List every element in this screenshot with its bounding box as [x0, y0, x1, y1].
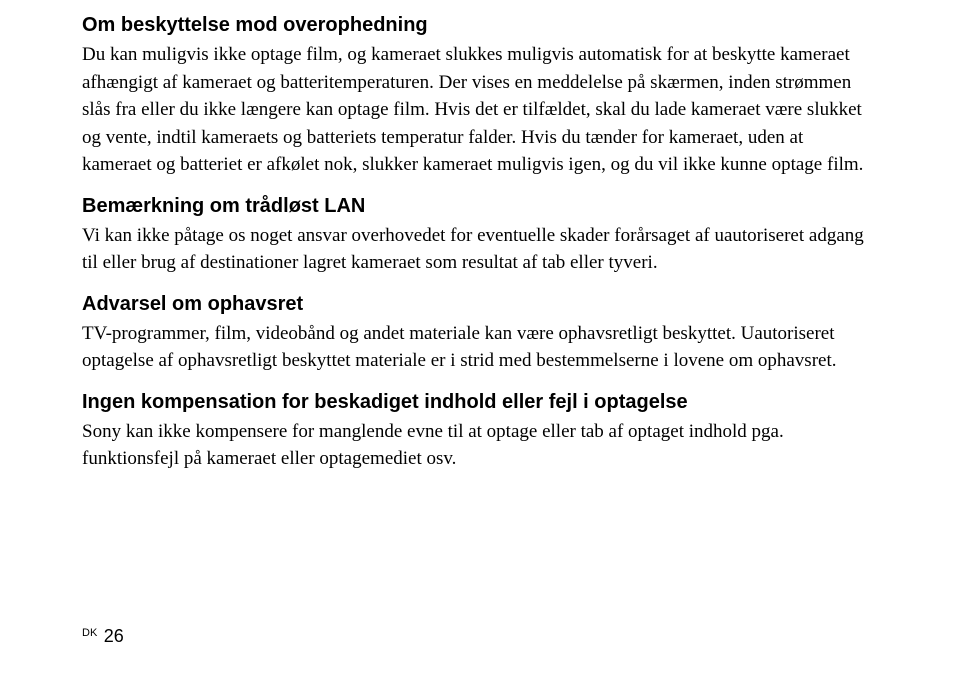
section-body: Vi kan ikke påtage os noget ansvar overh… — [82, 222, 872, 277]
section-compensation: Ingen kompensation for beskadiget indhol… — [82, 389, 872, 473]
section-wireless-lan: Bemærkning om trådløst LAN Vi kan ikke p… — [82, 193, 872, 277]
section-heading: Advarsel om ophavsret — [82, 291, 872, 317]
section-body: Du kan muligvis ikke optage film, og kam… — [82, 41, 872, 179]
section-heading: Om beskyttelse mod overophedning — [82, 12, 872, 38]
page-footer: DK 26 — [82, 626, 124, 647]
section-overheating: Om beskyttelse mod overophedning Du kan … — [82, 12, 872, 179]
section-copyright: Advarsel om ophavsret TV-programmer, fil… — [82, 291, 872, 375]
footer-page-number: 26 — [104, 626, 124, 646]
section-heading: Ingen kompensation for beskadiget indhol… — [82, 389, 872, 415]
section-heading: Bemærkning om trådløst LAN — [82, 193, 872, 219]
page-content: Om beskyttelse mod overophedning Du kan … — [0, 0, 954, 473]
section-body: TV-programmer, film, videobånd og andet … — [82, 320, 872, 375]
footer-prefix: DK — [82, 627, 97, 639]
section-body: Sony kan ikke kompensere for manglende e… — [82, 418, 872, 473]
